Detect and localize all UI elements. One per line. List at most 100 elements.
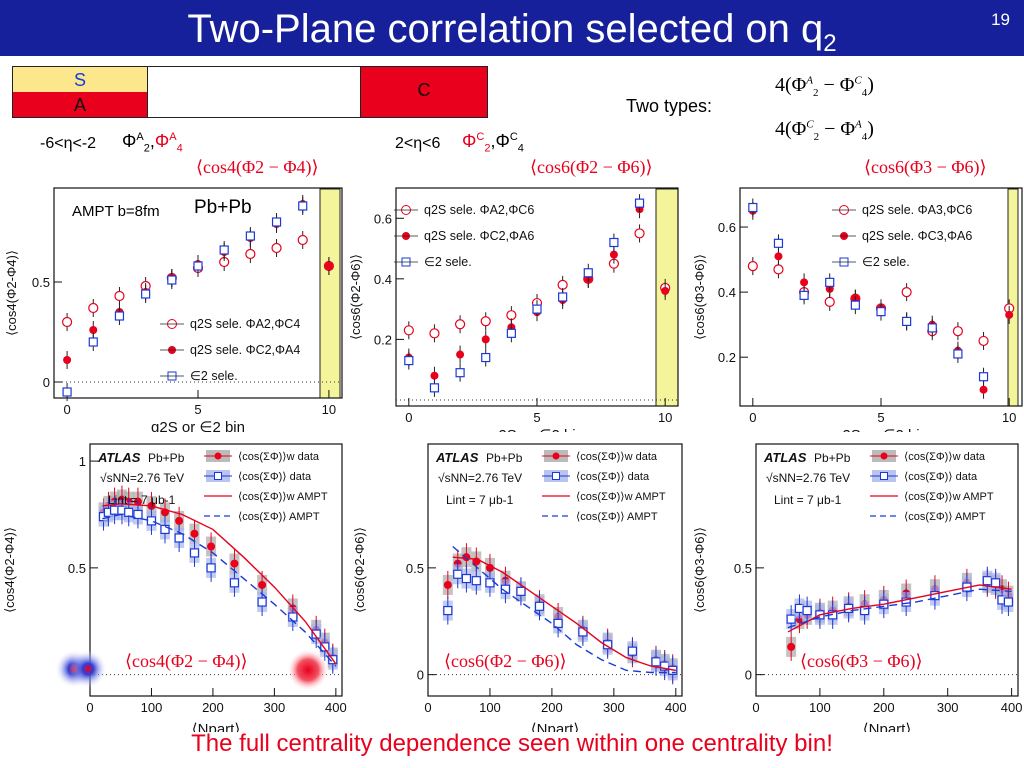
data-point — [175, 516, 184, 525]
data-point — [114, 290, 125, 302]
data-point — [927, 323, 937, 333]
x-tick-label: 400 — [665, 700, 687, 715]
data-point — [1005, 310, 1014, 319]
x-tick-label: 5 — [877, 410, 884, 425]
eta-left: -6<η<-2 — [40, 135, 97, 152]
chart-bottom-cos6-phi3-phi6: 0 100 200 300 400 0 0.5 ⟨Npart⟩ ⟨cos6(Φ3-Φ6)⟩ ATL… — [692, 443, 1023, 732]
legend-label: ⟨cos(ΣΦ)⟩w AMPT — [904, 491, 994, 503]
data-point — [258, 580, 267, 589]
data-point — [500, 584, 511, 594]
legend-label: q2S sele. ΦA2,ΦC4 — [190, 317, 300, 331]
x-axis-label: ⟨Npart⟩ — [531, 721, 579, 732]
legend-marker — [880, 452, 888, 460]
data-point — [651, 657, 661, 667]
y-tick-label: 0 — [43, 375, 50, 390]
data-point — [229, 578, 240, 588]
detector-gap-right — [330, 66, 360, 118]
data-point — [462, 553, 471, 562]
legend-label: ⟨cos(ΣΦ)⟩ data — [576, 471, 650, 483]
data-point — [320, 642, 330, 652]
data-point — [609, 250, 618, 259]
system-label: Pb+Pb — [148, 451, 185, 465]
detector-gap — [148, 66, 330, 118]
energy-label: √sNN=2.76 TeV — [100, 471, 184, 485]
x-tick-label: 5 — [194, 402, 201, 417]
legend-marker — [214, 452, 222, 460]
legend-label: q2S sele. ΦC2,ΦA4 — [190, 343, 300, 357]
series-line-3 — [452, 545, 676, 674]
data-point — [978, 335, 989, 347]
data-point — [661, 286, 670, 295]
data-point — [62, 387, 72, 397]
data-point — [516, 586, 526, 596]
data-point — [802, 605, 812, 616]
atlas-label: ATLAS — [97, 450, 141, 465]
energy-label: √sNN=2.76 TeV — [438, 471, 522, 485]
detector-left-box: S A — [12, 66, 148, 118]
y-axis-label: ⟨cos4(Φ2-Φ4)⟩ — [4, 250, 19, 336]
data-point — [991, 578, 1001, 588]
planes-right: ΦC2,ΦC4 — [462, 131, 524, 155]
data-point — [88, 302, 99, 314]
atlas-label: ATLAS — [435, 450, 479, 465]
data-point — [774, 252, 783, 261]
legend-label: ⟨cos(ΣΦ)⟩ data — [904, 471, 978, 483]
y-tick-label: 0.6 — [374, 211, 392, 226]
data-point — [160, 524, 170, 535]
data-point — [748, 202, 758, 213]
legend-label: ⟨cos(ΣΦ)⟩ AMPT — [238, 511, 320, 523]
plot-frame — [755, 443, 1019, 697]
data-point — [773, 238, 784, 248]
data-point — [786, 614, 796, 624]
eta-right: 2<η<6 — [395, 135, 441, 152]
y-tick-label: 0.5 — [68, 561, 86, 576]
data-point — [583, 268, 593, 278]
chart-top-cos6-phi2-phi6: 0 5 10 0.2 0.4 0.6 q2S or ∈2 bin ⟨cos6(Φ2-Φ6)⟩ q… — [348, 187, 679, 432]
conclusion-text: The full centrality dependence seen with… — [191, 730, 833, 757]
data-point — [1003, 597, 1014, 607]
data-point — [850, 300, 860, 310]
x-tick-label: 300 — [603, 700, 625, 715]
data-point — [824, 296, 835, 307]
series-line-3 — [787, 588, 1012, 629]
chart-bottom-cos4-phi2-phi4: 0 100 200 300 400 0.5 1 ⟨Npart⟩ ⟨cos4(Φ2-Φ4)⟩ ATL… — [2, 443, 347, 732]
plot-frame — [89, 443, 343, 697]
data-point — [534, 601, 545, 611]
lumi-label: Lint = 7 μb-1 — [446, 493, 514, 507]
data-point — [245, 248, 256, 260]
legend-marker — [552, 452, 560, 460]
x-tick-label: 400 — [1001, 700, 1023, 715]
data-point — [404, 355, 414, 366]
legend-label: q2S sele. ΦA2,ΦC6 — [424, 203, 534, 217]
data-point — [747, 260, 758, 272]
data-point — [257, 597, 267, 607]
data-point — [825, 277, 835, 287]
data-point — [324, 262, 333, 270]
data-point — [773, 264, 784, 275]
lumi-label: Lint = 7 μb-1 — [108, 493, 176, 507]
series-line-2 — [787, 584, 1012, 633]
data-point — [979, 385, 988, 394]
x-tick-label: 0 — [86, 700, 93, 715]
y-tick-label: 0.5 — [32, 275, 50, 290]
y-axis-label: ⟨cos4(Φ2-Φ4)⟩ — [2, 527, 17, 613]
series-line-2 — [452, 556, 676, 672]
data-point — [297, 234, 308, 246]
y-tick-label: 0 — [417, 668, 424, 683]
data-point — [634, 198, 645, 208]
series-line-2 — [102, 503, 337, 665]
y-tick-label: 0.2 — [718, 350, 736, 365]
chart-top-cos4-phi2-phi4: 0 5 10 0 0.5 q2S or ∈2 bin ⟨cos4(Φ2-Φ4)⟩ q2S se… — [4, 187, 343, 432]
data-point — [609, 237, 619, 248]
legend-label: ⟨cos(ΣΦ)⟩w data — [576, 451, 658, 463]
data-point — [627, 646, 638, 656]
legend-label: ∈2 sele. — [424, 255, 472, 269]
data-point — [114, 311, 125, 321]
x-tick-label: 300 — [264, 700, 286, 715]
system-label: Pb+Pb — [486, 451, 523, 465]
legend-label: ⟨cos(ΣΦ)⟩w data — [238, 451, 320, 463]
energy-label: √sNN=2.76 TeV — [766, 471, 850, 485]
y-tick-label: 0.5 — [734, 561, 752, 576]
x-tick-label: 5 — [533, 410, 540, 425]
y-tick-label: 0.4 — [374, 272, 392, 287]
